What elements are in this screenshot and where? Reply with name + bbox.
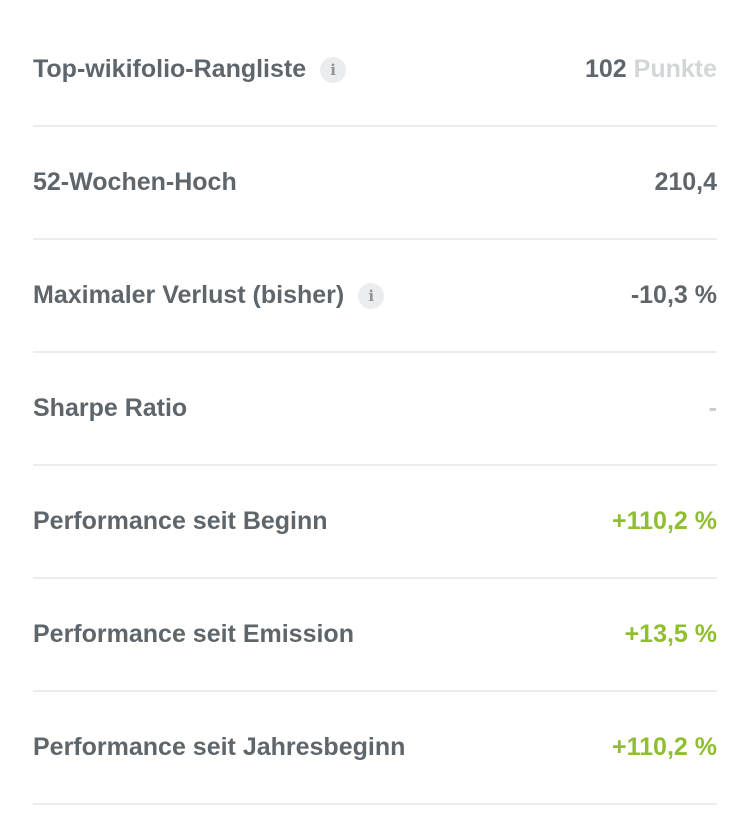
- stat-unit: Punkte: [633, 55, 717, 83]
- stat-label-text: Top-wikifolio-Rangliste: [33, 55, 307, 83]
- stat-value: +13,5 %: [625, 620, 717, 649]
- stat-value: 102 Punkte: [585, 55, 717, 84]
- stat-label-text: 52-Wochen-Hoch: [33, 168, 237, 196]
- stat-value: +110,2 %: [612, 733, 717, 762]
- stat-value-text: +13,5 %: [624, 620, 717, 648]
- stat-value-text: 210,4: [654, 168, 717, 196]
- stat-value: 210,4: [654, 168, 717, 197]
- stat-label: Performance seit Beginn: [33, 507, 328, 536]
- stat-value-text: -10,3 %: [630, 281, 717, 309]
- stat-label: Performance seit Jahresbeginn: [33, 733, 405, 762]
- stat-label: Maximaler Verlust (bisher) i: [33, 281, 385, 310]
- stat-row: Performance seit Emission +13,5 %: [33, 579, 717, 692]
- stat-label: Top-wikifolio-Rangliste i: [33, 55, 347, 84]
- stat-value-text: +110,2 %: [612, 733, 717, 761]
- stat-label-text: Performance seit Emission: [33, 620, 354, 648]
- stat-label-text: Performance seit Beginn: [33, 507, 328, 535]
- stat-label-text: Performance seit Jahresbeginn: [33, 733, 406, 761]
- stat-value-text: +110,2 %: [612, 507, 717, 535]
- stat-row: Performance seit Beginn +110,2 %: [33, 466, 717, 579]
- stat-value-text: -: [708, 394, 717, 422]
- stat-value: -10,3 %: [631, 281, 717, 310]
- stat-label-text: Maximaler Verlust (bisher): [33, 281, 345, 309]
- info-icon[interactable]: i: [358, 282, 385, 309]
- info-icon[interactable]: i: [320, 56, 347, 83]
- stat-label-text: Sharpe Ratio: [33, 394, 188, 422]
- stats-list: Top-wikifolio-Rangliste i 102 Punkte 52-Woc…: [33, 14, 717, 805]
- stat-value-text: 102: [584, 55, 627, 83]
- stat-label: Performance seit Emission: [33, 620, 354, 649]
- stat-row: Performance seit Jahresbeginn +110,2 %: [33, 692, 717, 805]
- stat-label: Sharpe Ratio: [33, 394, 187, 423]
- stat-row: Maximaler Verlust (bisher) i -10,3 %: [33, 240, 717, 353]
- stat-row: Top-wikifolio-Rangliste i 102 Punkte: [33, 14, 717, 127]
- stat-value: -: [709, 394, 717, 423]
- stat-value: +110,2 %: [612, 507, 717, 536]
- stat-row: 52-Wochen-Hoch 210,4: [33, 127, 717, 240]
- stat-label: 52-Wochen-Hoch: [33, 168, 237, 197]
- stat-row: Sharpe Ratio -: [33, 353, 717, 466]
